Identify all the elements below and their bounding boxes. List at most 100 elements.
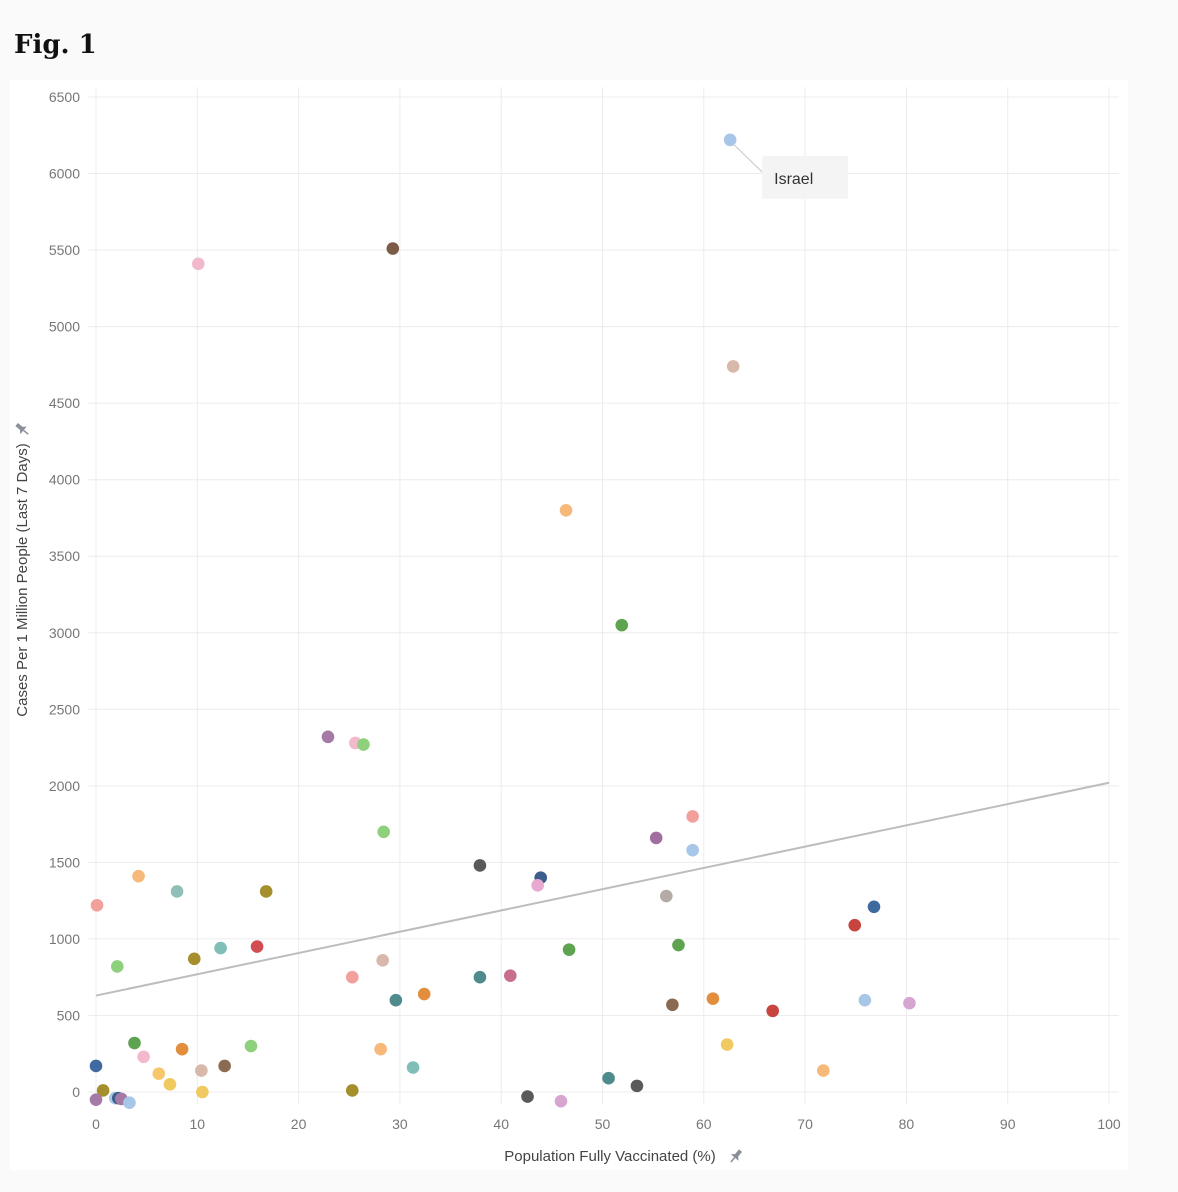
y-tick-label: 5000: [49, 319, 80, 335]
pin-icon-head: [15, 422, 27, 435]
annotation-label: Israel: [774, 171, 813, 188]
data-point: [357, 738, 370, 751]
data-point: [187, 952, 201, 966]
data-point: [376, 954, 389, 967]
x-axis-pin-icon: [730, 1149, 743, 1163]
x-axis-title: Population Fully Vaccinated (%): [504, 1148, 716, 1165]
annotation-group: Israel: [732, 143, 849, 199]
y-tick-label: 6500: [49, 89, 80, 105]
data-point: [858, 993, 872, 1007]
y-tick-label: 1000: [49, 931, 80, 947]
y-tick-label: 4500: [49, 395, 80, 411]
y-tick-label: 1500: [49, 854, 80, 870]
data-point: [321, 730, 335, 744]
data-points: [89, 133, 916, 1110]
chart-area: Israel 0 10 20 30 40 50 60 70 80 90 100 0 500 1000 150…: [10, 80, 1128, 1170]
data-point: [374, 1042, 387, 1056]
data-point: [867, 900, 881, 914]
data-point: [473, 970, 487, 984]
data-point: [218, 1059, 231, 1073]
y-tick-label: 3000: [49, 625, 80, 641]
data-point: [170, 885, 184, 898]
data-point: [686, 810, 699, 823]
data-point: [723, 133, 737, 147]
data-point: [666, 998, 679, 1012]
data-point: [672, 938, 685, 952]
data-point: [706, 992, 720, 1005]
data-point: [137, 1050, 150, 1064]
data-point: [649, 831, 663, 845]
scatter-chart: Israel 0 10 20 30 40 50 60 70 80 90 10005001000150…: [14, 87, 1121, 1165]
data-point: [96, 1084, 110, 1097]
data-point: [259, 885, 273, 898]
x-tick-label: 10: [190, 1116, 206, 1132]
x-tick-label: 60: [696, 1116, 712, 1132]
x-tick-label: 0: [92, 1116, 100, 1132]
y-tick-label: 6000: [49, 166, 80, 182]
data-point: [686, 843, 699, 857]
data-point: [417, 987, 431, 1001]
data-point: [89, 1059, 103, 1073]
x-tick-label: 90: [1000, 1116, 1016, 1132]
data-point: [132, 869, 145, 883]
data-point: [90, 898, 104, 912]
data-point: [175, 1042, 189, 1056]
data-point: [615, 618, 629, 632]
data-point: [123, 1096, 136, 1110]
trendline-group: [95, 781, 1110, 997]
data-point: [562, 943, 576, 956]
y-tick-label: 0: [72, 1084, 80, 1100]
y-tick-label: 5500: [49, 242, 80, 258]
data-point: [89, 1093, 103, 1106]
data-point: [163, 1078, 177, 1091]
data-point: [196, 1085, 209, 1099]
data-point: [128, 1036, 141, 1050]
data-point: [152, 1067, 166, 1080]
y-axis-pin-icon: [15, 422, 29, 435]
y-tick-label: 2000: [49, 778, 80, 794]
data-point: [195, 1064, 208, 1077]
data-point: [726, 360, 740, 373]
data-point: [110, 960, 124, 973]
x-tick-label: 100: [1097, 1116, 1121, 1132]
data-point: [766, 1004, 779, 1018]
data-point: [559, 504, 573, 517]
y-tick-label: 4000: [49, 472, 80, 488]
data-point: [345, 970, 359, 984]
data-point: [531, 879, 544, 892]
data-point: [406, 1061, 420, 1074]
data-point: [345, 1084, 359, 1097]
data-point: [192, 257, 205, 271]
trendline: [95, 781, 1110, 997]
data-point: [817, 1064, 830, 1077]
annotation-box: [762, 155, 849, 199]
x-tick-label: 50: [595, 1116, 611, 1132]
data-point: [848, 918, 862, 932]
data-point: [602, 1071, 615, 1085]
data-point: [250, 940, 264, 953]
grid-lines: [88, 87, 1119, 1104]
data-point: [660, 889, 673, 903]
x-tick-label: 80: [899, 1116, 915, 1132]
data-point: [554, 1094, 568, 1108]
pin-icon-head: [730, 1149, 743, 1161]
x-tick-label: 40: [493, 1116, 509, 1132]
data-point: [473, 859, 487, 872]
y-tick-label: 3500: [49, 548, 80, 564]
data-point: [244, 1039, 258, 1053]
data-point: [630, 1079, 644, 1093]
data-point: [903, 996, 916, 1010]
pin-icon-needle: [23, 429, 29, 435]
y-axis-title: Cases Per 1 Million People (Last 7 Days): [14, 443, 31, 716]
figure-title: Fig. 1: [14, 30, 97, 60]
data-point: [377, 825, 390, 839]
data-point: [386, 242, 400, 255]
axes: 0 10 20 30 40 50 60 70 80 90 100050010001500200025…: [14, 89, 1121, 1165]
data-point: [720, 1038, 734, 1051]
data-point: [504, 969, 517, 982]
data-point: [389, 993, 403, 1007]
pin-icon-needle: [730, 1157, 736, 1163]
x-tick-label: 20: [291, 1116, 307, 1132]
y-tick-label: 2500: [49, 701, 80, 717]
y-tick-label: 500: [57, 1007, 81, 1023]
